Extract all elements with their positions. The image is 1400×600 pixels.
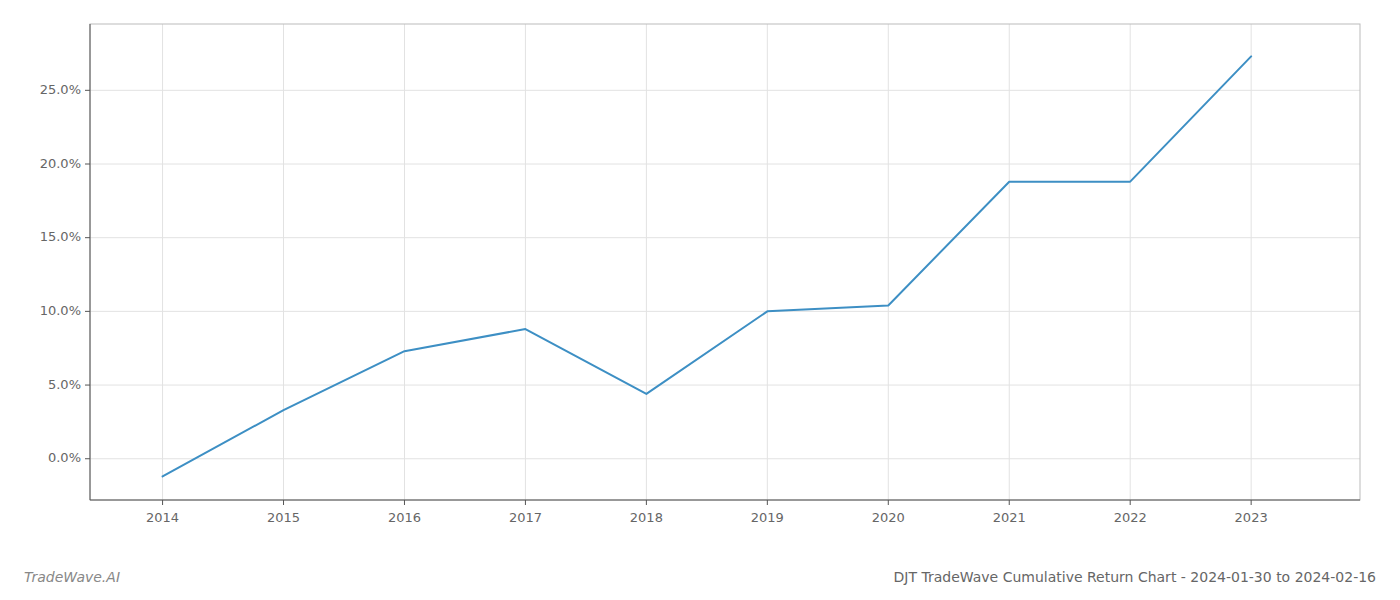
grid-line-y xyxy=(90,237,1360,238)
x-tick xyxy=(646,500,647,505)
grid-line-x xyxy=(646,24,647,500)
line xyxy=(163,56,1252,476)
x-tick-label: 2014 xyxy=(146,510,179,525)
x-tick xyxy=(1009,500,1010,505)
y-tick xyxy=(85,458,90,459)
plot-frame xyxy=(90,24,1360,500)
grid-line-y xyxy=(90,458,1360,459)
y-tick-label: 10.0% xyxy=(40,303,81,318)
grid-line-x xyxy=(1009,24,1010,500)
grid-line-x xyxy=(1251,24,1252,500)
grid-line-x xyxy=(767,24,768,500)
grid-line-y xyxy=(90,311,1360,312)
x-axis-line xyxy=(90,500,1360,501)
x-tick xyxy=(767,500,768,505)
x-tick-label: 2017 xyxy=(509,510,542,525)
y-tick xyxy=(85,90,90,91)
y-tick xyxy=(85,385,90,386)
y-tick-label: 5.0% xyxy=(48,377,81,392)
y-tick-label: 20.0% xyxy=(40,156,81,171)
grid-line-x xyxy=(1130,24,1131,500)
grid-line-x xyxy=(404,24,405,500)
page: {"chart_data": {"type": "line", "title":… xyxy=(0,0,1400,600)
grid xyxy=(90,24,1360,500)
x-tick-label: 2018 xyxy=(630,510,663,525)
x-tick-label: 2021 xyxy=(993,510,1026,525)
x-tick-label: 2016 xyxy=(388,510,421,525)
grid-line-x xyxy=(283,24,284,500)
grid-line-x xyxy=(888,24,889,500)
y-tick-label: 0.0% xyxy=(48,450,81,465)
grid-line-y xyxy=(90,385,1360,386)
y-axis-line xyxy=(90,24,91,500)
x-tick xyxy=(888,500,889,505)
y-tick xyxy=(85,237,90,238)
x-tick-label: 2020 xyxy=(872,510,905,525)
x-tick-label: 2015 xyxy=(267,510,300,525)
grid-line-y xyxy=(90,90,1360,91)
x-tick xyxy=(1130,500,1131,505)
x-tick-label: 2023 xyxy=(1235,510,1268,525)
y-tick-label: 25.0% xyxy=(40,82,81,97)
chart-container: 2014 2015 2016 2017 2018 2019 2020 2021 2022 2023… xyxy=(0,0,1400,600)
y-tick xyxy=(85,164,90,165)
y-tick-label: 15.0% xyxy=(40,229,81,244)
y-tick xyxy=(85,311,90,312)
grid-line-x xyxy=(162,24,163,500)
x-tick xyxy=(525,500,526,505)
x-tick xyxy=(283,500,284,505)
series-group xyxy=(163,56,1252,476)
x-tick-label: 2019 xyxy=(751,510,784,525)
x-tick-label: 2022 xyxy=(1114,510,1147,525)
background xyxy=(0,0,1400,600)
axes: 2014 2015 2016 2017 2018 2019 2020 2021 2022 2023… xyxy=(40,24,1360,525)
x-tick xyxy=(1251,500,1252,505)
chart-svg: 2014 2015 2016 2017 2018 2019 2020 2021 2022 2023… xyxy=(0,0,1400,600)
grid-line-y xyxy=(90,164,1360,165)
grid-line-x xyxy=(525,24,526,500)
x-tick xyxy=(162,500,163,505)
title: DJT TradeWave Cumulative Return Chart - … xyxy=(894,569,1377,585)
watermark: TradeWave.AI xyxy=(24,569,120,585)
x-tick xyxy=(404,500,405,505)
